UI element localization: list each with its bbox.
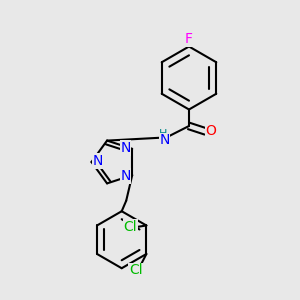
Text: N: N	[120, 141, 131, 155]
Text: Cl: Cl	[129, 263, 142, 278]
Text: F: F	[185, 32, 193, 46]
Text: H: H	[159, 129, 168, 139]
Text: Cl: Cl	[123, 220, 137, 234]
Text: N: N	[159, 134, 170, 147]
Text: N: N	[93, 154, 103, 168]
Text: N: N	[120, 169, 131, 183]
Text: O: O	[206, 124, 216, 138]
